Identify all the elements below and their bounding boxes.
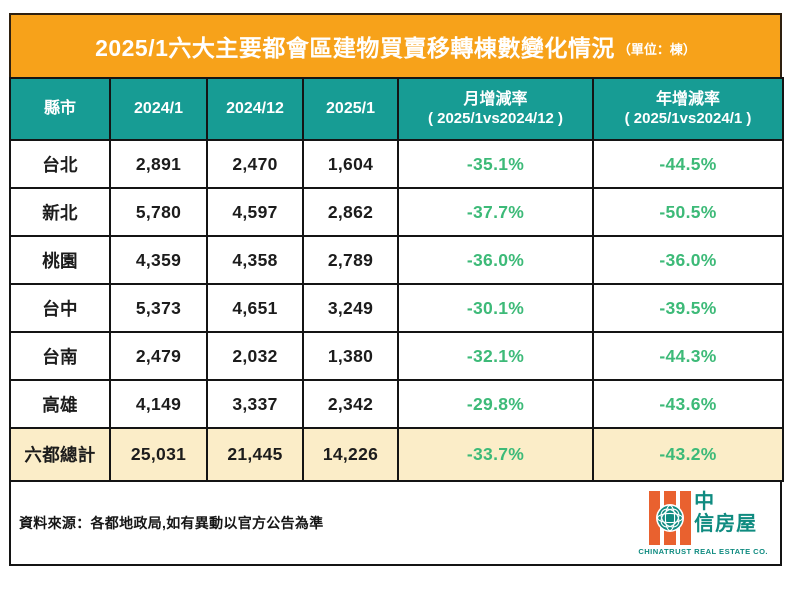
yoy-cell: -36.0% <box>592 235 784 285</box>
yoy-cell: -39.5% <box>592 283 784 333</box>
total-mom-cell: -33.7% <box>397 427 594 482</box>
value-cell: 5,780 <box>109 187 208 237</box>
source-note: 資料來源：各都地政局,如有異動以官方公告為準 <box>19 515 324 531</box>
value-cell: 4,358 <box>206 235 304 285</box>
table-row-taipei: 台北 2,891 2,470 1,604 -35.1% -44.5% <box>9 139 784 189</box>
city-cell: 新北 <box>9 187 111 237</box>
header-2024-12: 2024/12 <box>206 77 304 141</box>
page-title: 2025/1六大主要都會區建物買賣移轉棟數變化情況 <box>95 35 615 61</box>
yoy-cell: -44.3% <box>592 331 784 381</box>
yoy-cell: -44.5% <box>592 139 784 189</box>
value-cell: 2,342 <box>302 379 399 429</box>
city-cell: 高雄 <box>9 379 111 429</box>
yoy-cell: -50.5% <box>592 187 784 237</box>
mom-cell: -35.1% <box>397 139 594 189</box>
city-cell: 台北 <box>9 139 111 189</box>
table-row-newtaipei: 新北 5,780 4,597 2,862 -37.7% -50.5% <box>9 187 784 237</box>
infographic-poster: 2025/1六大主要都會區建物買賣移轉棟數變化情況 （單位：棟） 縣市 2024… <box>9 13 784 566</box>
logo-company-name-en: CHINATRUST REAL ESTATE CO. <box>638 546 768 556</box>
header-city: 縣市 <box>9 77 111 141</box>
unit-note: （單位：棟） <box>617 41 696 57</box>
total-value-cell: 21,445 <box>206 427 304 482</box>
total-value-cell: 14,226 <box>302 427 399 482</box>
header-mom-title: 月增減率 <box>463 90 528 108</box>
city-cell: 桃園 <box>9 235 111 285</box>
mom-cell: -29.8% <box>397 379 594 429</box>
table-row-taichung: 台中 5,373 4,651 3,249 -30.1% -39.5% <box>9 283 784 333</box>
chinatrust-logo: 中 信房屋 CHINATRUST REAL ESTATE CO. <box>638 490 768 556</box>
total-yoy-cell: -43.2% <box>592 427 784 482</box>
value-cell: 2,891 <box>109 139 208 189</box>
value-cell: 4,359 <box>109 235 208 285</box>
header-yoy-sub: ( 2025/1vs2024/1 ) <box>624 109 752 127</box>
total-label-cell: 六都總計 <box>9 427 111 482</box>
value-cell: 2,789 <box>302 235 399 285</box>
table-row-tainan: 台南 2,479 2,032 1,380 -32.1% -44.3% <box>9 331 784 381</box>
logo-cn-line2: 信房屋 <box>694 512 758 535</box>
header-yoy-title: 年增減率 <box>655 90 720 108</box>
value-cell: 2,470 <box>206 139 304 189</box>
value-cell: 4,149 <box>109 379 208 429</box>
total-value-cell: 25,031 <box>109 427 208 482</box>
chinatrust-logo-mark-icon <box>649 490 692 545</box>
yoy-cell: -43.6% <box>592 379 784 429</box>
value-cell: 2,032 <box>206 331 304 381</box>
table-header-row: 縣市 2024/1 2024/12 2025/1 月增減率( 2025/1vs2… <box>9 77 784 141</box>
header-2024-1: 2024/1 <box>109 77 208 141</box>
table-row-taoyuan: 桃園 4,359 4,358 2,789 -36.0% -36.0% <box>9 235 784 285</box>
value-cell: 1,604 <box>302 139 399 189</box>
value-cell: 3,337 <box>206 379 304 429</box>
city-cell: 台中 <box>9 283 111 333</box>
city-cell: 台南 <box>9 331 111 381</box>
mom-cell: -37.7% <box>397 187 594 237</box>
value-cell: 4,597 <box>206 187 304 237</box>
logo-cn-line1: 中 <box>694 490 716 513</box>
value-cell: 4,651 <box>206 283 304 333</box>
header-mom: 月增減率( 2025/1vs2024/12 ) <box>397 77 594 141</box>
value-cell: 2,479 <box>109 331 208 381</box>
mom-cell: -36.0% <box>397 235 594 285</box>
title-banner: 2025/1六大主要都會區建物買賣移轉棟數變化情況 （單位：棟） <box>9 13 782 79</box>
header-2025-1: 2025/1 <box>302 77 399 141</box>
mom-cell: -32.1% <box>397 331 594 381</box>
header-mom-sub: ( 2025/1vs2024/12 ) <box>427 109 564 127</box>
table-row-total: 六都總計 25,031 21,445 14,226 -33.7% -43.2% <box>9 427 784 482</box>
value-cell: 5,373 <box>109 283 208 333</box>
value-cell: 3,249 <box>302 283 399 333</box>
transfer-data-table: 縣市 2024/1 2024/12 2025/1 月增減率( 2025/1vs2… <box>9 77 784 482</box>
table-row-kaohsiung: 高雄 4,149 3,337 2,342 -29.8% -43.6% <box>9 379 784 429</box>
mom-cell: -30.1% <box>397 283 594 333</box>
value-cell: 1,380 <box>302 331 399 381</box>
header-yoy: 年增減率( 2025/1vs2024/1 ) <box>592 77 784 141</box>
value-cell: 2,862 <box>302 187 399 237</box>
footer-strip: 資料來源：各都地政局,如有異動以官方公告為準 <box>9 480 782 566</box>
